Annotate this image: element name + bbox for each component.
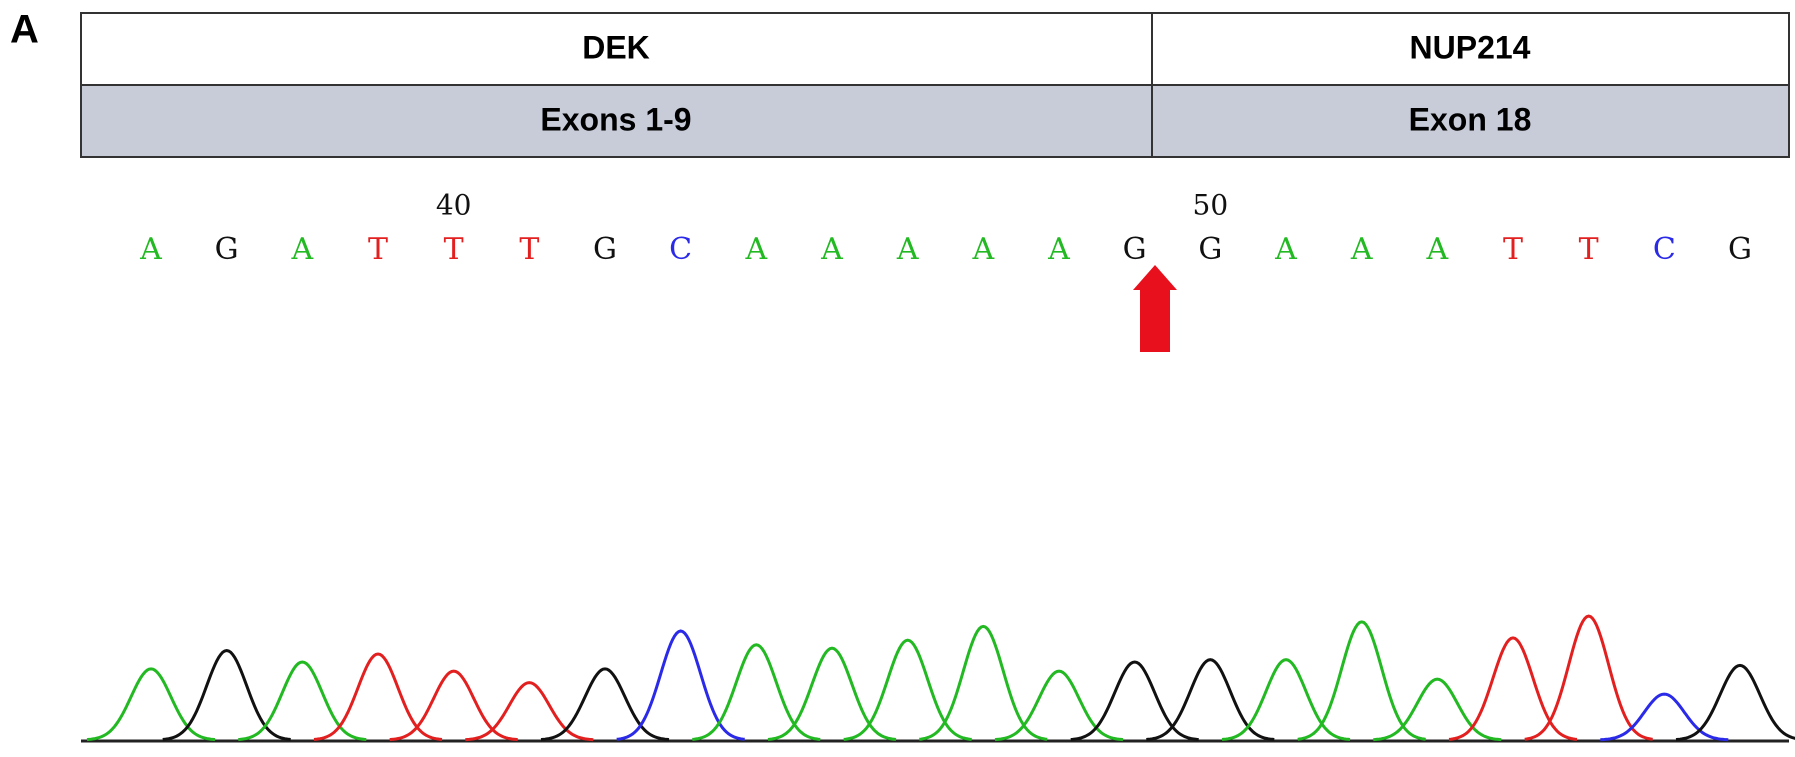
base-call: A <box>971 232 994 267</box>
base-call: C <box>669 232 692 267</box>
base-call: T <box>1579 232 1599 267</box>
trace-peak <box>1600 692 1729 742</box>
trace-peak <box>1524 614 1653 741</box>
base-call: T <box>368 232 388 267</box>
base-call: A <box>744 232 767 267</box>
base-call: G <box>1198 232 1222 267</box>
base-call: A <box>1350 232 1373 267</box>
base-call: T <box>519 232 539 267</box>
base-call: A <box>1274 232 1297 267</box>
base-call: T <box>1503 232 1523 267</box>
trace-peak <box>843 638 972 741</box>
gene-label: NUP214 <box>1410 29 1531 65</box>
trace-peak <box>465 681 594 742</box>
exon-label: Exon 18 <box>1409 101 1532 137</box>
trace-peak <box>1675 663 1795 742</box>
trace-peak <box>692 643 821 741</box>
trace-peak <box>1070 660 1199 741</box>
trace-peak <box>919 624 1048 741</box>
gene-row <box>80 12 1790 86</box>
gene-label: DEK <box>582 29 650 65</box>
position-number: 40 <box>436 189 472 222</box>
base-call: A <box>820 232 843 267</box>
trace-peak <box>1448 636 1578 741</box>
breakpoint-arrow <box>1133 265 1177 352</box>
trace-peak <box>767 646 897 741</box>
base-call: G <box>1728 232 1752 267</box>
trace-peak <box>313 652 443 741</box>
trace-peak <box>1146 658 1275 741</box>
base-call: A <box>1047 232 1070 267</box>
exon-label: Exons 1-9 <box>540 101 691 137</box>
base-call: T <box>444 232 464 267</box>
trace-peak <box>1373 677 1502 742</box>
exon-row <box>80 84 1790 158</box>
base-call: G <box>593 232 617 267</box>
sequence-layer: A G A T T 40 T G C A A A A A G G 50 A A A T T C G <box>86 189 1795 742</box>
base-call: C <box>1653 232 1676 267</box>
panel-label: A <box>10 8 39 52</box>
trace-peak <box>540 667 670 742</box>
trace-peak <box>162 648 291 741</box>
position-number: 50 <box>1193 189 1229 222</box>
trace-peak <box>1221 658 1351 741</box>
trace-peak <box>994 669 1124 742</box>
trace-peak <box>616 629 745 741</box>
base-call: G <box>1123 232 1147 267</box>
trace-peak <box>389 669 518 742</box>
trace-peak <box>1297 620 1426 741</box>
base-call: A <box>290 232 313 267</box>
trace-peak <box>86 667 216 742</box>
base-call: A <box>1425 232 1448 267</box>
base-call: A <box>139 232 162 267</box>
base-call: G <box>215 232 239 267</box>
base-call: A <box>896 232 919 267</box>
trace-peak <box>238 660 367 741</box>
